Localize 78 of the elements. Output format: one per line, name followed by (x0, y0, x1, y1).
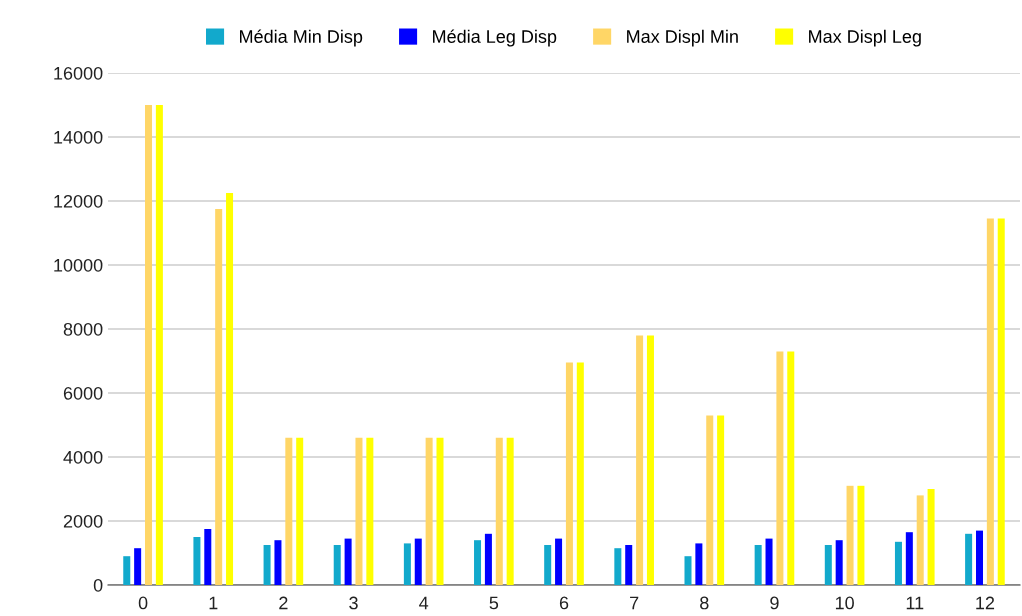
x-tick-label: 10 (835, 596, 854, 610)
bar (846, 485, 854, 585)
x-tick-label: 11 (906, 596, 924, 610)
bar (263, 545, 271, 585)
x-tick-label: 5 (489, 596, 499, 610)
bar (226, 193, 234, 585)
legend-label: Média Min Disp (240, 29, 363, 47)
bar (905, 532, 913, 585)
y-tick-label: 2000 (63, 514, 103, 528)
x-tick-label: 9 (770, 596, 779, 610)
bar (134, 548, 142, 585)
bar (436, 437, 444, 585)
x-tick-label: 3 (349, 596, 358, 610)
bar (894, 541, 902, 585)
bar (274, 540, 282, 585)
bar (986, 218, 994, 585)
y-tick-label: 6000 (63, 386, 103, 400)
bar (824, 545, 832, 585)
x-tick-label: 12 (976, 596, 995, 610)
x-tick-label: 1 (209, 596, 218, 610)
bar (576, 362, 584, 585)
bar (366, 437, 374, 585)
bar (927, 489, 935, 585)
x-tick-label: 7 (630, 596, 639, 610)
legend-label: Max Displ Min (627, 29, 738, 47)
bar (285, 437, 293, 585)
bar (614, 548, 622, 585)
bar (204, 529, 212, 585)
bar (636, 335, 644, 585)
legend-label: Max Displ Leg (809, 29, 921, 47)
bar (555, 538, 563, 585)
bar (425, 437, 433, 585)
bar (776, 351, 784, 585)
bar (506, 437, 514, 585)
bar (625, 545, 633, 585)
bar (565, 362, 573, 585)
x-tick-label: 8 (700, 596, 709, 610)
bar (997, 218, 1005, 585)
y-tick-label: 4000 (63, 450, 103, 464)
bar (344, 538, 352, 585)
y-tick-label: 14000 (54, 130, 103, 144)
y-tick-label: 16000 (54, 66, 103, 80)
x-tick-label: 2 (279, 596, 288, 610)
bar (754, 545, 762, 585)
bar (544, 545, 552, 585)
y-tick-label: 8000 (63, 322, 103, 336)
legend-label: Média Leg Disp (433, 29, 557, 47)
bar (414, 538, 422, 585)
bar (916, 495, 924, 585)
bar (155, 105, 163, 585)
bar (123, 556, 131, 585)
y-tick-label: 0 (93, 578, 103, 592)
bar (975, 530, 983, 585)
bar (296, 437, 304, 585)
bar (333, 545, 341, 585)
y-tick-label: 10000 (54, 258, 103, 272)
bar (965, 533, 973, 585)
bar (474, 540, 482, 585)
bar (717, 415, 725, 585)
x-tick-label: 0 (138, 596, 148, 610)
bar (646, 335, 654, 585)
bar (857, 485, 865, 585)
bar (193, 537, 201, 585)
bar (403, 543, 411, 585)
bar (706, 415, 714, 585)
x-tick-label: 4 (419, 596, 429, 610)
bar (495, 437, 503, 585)
x-tick-label: 6 (559, 596, 569, 610)
bar (215, 209, 223, 585)
y-tick-label: 12000 (54, 194, 103, 208)
bar (145, 105, 153, 585)
bar (787, 351, 795, 585)
bar (695, 543, 703, 585)
bar (684, 556, 692, 585)
bar (355, 437, 363, 585)
bar (835, 540, 843, 585)
bar (765, 538, 773, 585)
bar (484, 533, 492, 585)
